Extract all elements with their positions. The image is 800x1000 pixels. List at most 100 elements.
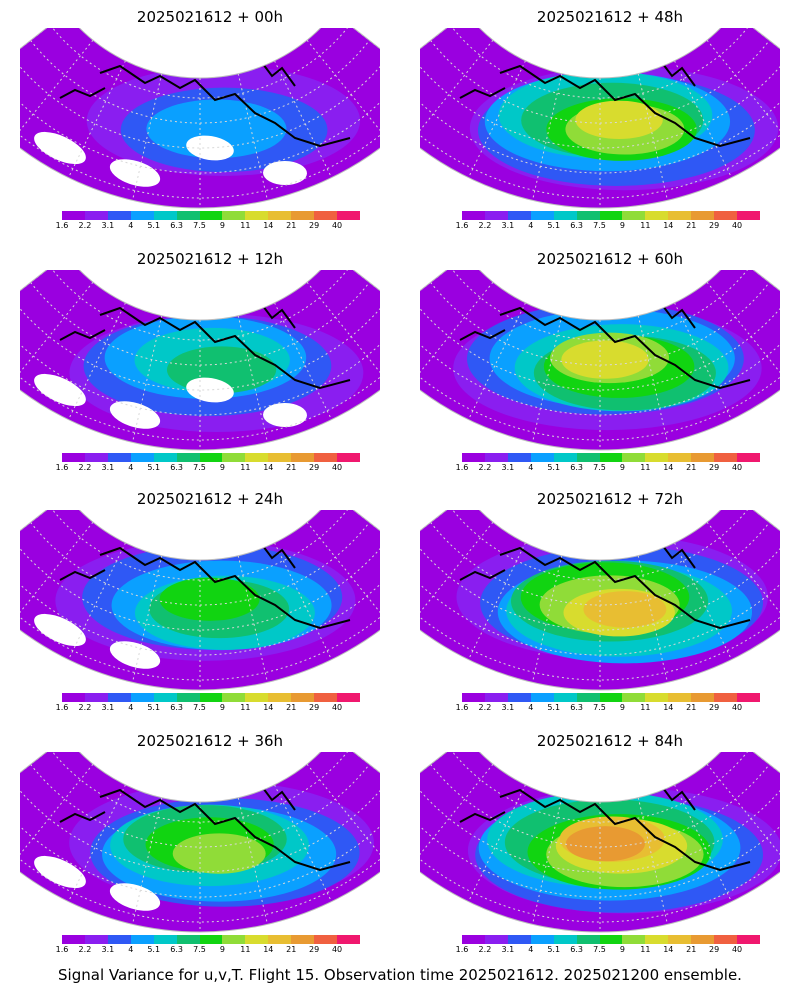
colorbar-swatch	[337, 693, 360, 702]
colorbar-swatch	[645, 693, 669, 702]
colorbar-tick-label: 11	[240, 703, 251, 712]
colorbar-swatch	[314, 935, 338, 944]
colorbar-tick-label: 21	[686, 221, 697, 230]
colorbar-swatch	[107, 693, 131, 702]
colorbar-swatch	[668, 211, 692, 220]
colorbar-tick-label: 14	[263, 463, 274, 472]
colorbar-tick-label: 1.6	[455, 945, 469, 954]
colorbar-tick-label: 2.2	[478, 703, 492, 712]
colorbar-tick-label: 2.2	[478, 945, 492, 954]
colorbar-tick-label: 1.6	[55, 945, 69, 954]
colorbar-swatch	[714, 211, 738, 220]
colorbar-swatch	[507, 211, 531, 220]
colorbar-tick-label: 14	[263, 945, 274, 954]
colorbar-swatch	[737, 935, 760, 944]
colorbar-swatch	[153, 693, 177, 702]
colorbar-swatch	[645, 211, 669, 220]
colorbar: 1.6 2.2 3.1 4 5.1 6.3 7.5 9 11 14 21 29 40	[56, 211, 362, 241]
colorbar: 1.6 2.2 3.1 4 5.1 6.3 7.5 9 11 14 21 29 40	[456, 211, 762, 241]
colorbar-tick-label: 11	[640, 463, 651, 472]
colorbar-swatch	[599, 693, 623, 702]
colorbar-swatch	[130, 453, 154, 462]
variance-map	[20, 752, 380, 933]
colorbar-tick-label: 14	[663, 703, 674, 712]
colorbar-swatch	[199, 693, 223, 702]
colorbar-swatch	[107, 211, 131, 220]
colorbar-swatch	[176, 211, 200, 220]
colorbar-tick-label: 2.2	[78, 945, 92, 954]
colorbar-swatch	[153, 935, 177, 944]
colorbar-tick-label: 29	[309, 463, 320, 472]
colorbar-swatch	[668, 453, 692, 462]
colorbar-swatch	[176, 693, 200, 702]
colorbar-tick-label: 5.1	[147, 703, 161, 712]
map-panel-3: 2025021612 + 60h 1.6 2.2 3.1 4 5.1 6.3 7.5 9 11 14…	[420, 250, 800, 485]
colorbar-tick-label: 5.1	[547, 703, 561, 712]
colorbar-tick-label: 29	[709, 463, 720, 472]
colorbar-swatch	[84, 211, 108, 220]
colorbar-swatch	[314, 693, 338, 702]
colorbar-tick-label: 40	[731, 703, 743, 712]
colorbar-tick-label: 14	[663, 945, 674, 954]
colorbar: 1.6 2.2 3.1 4 5.1 6.3 7.5 9 11 14 21 29 40	[56, 693, 362, 723]
colorbar-swatch	[530, 453, 554, 462]
colorbar-tick-label: 29	[309, 703, 320, 712]
colorbar-tick-label: 1.6	[55, 463, 69, 472]
colorbar-swatch	[530, 211, 554, 220]
colorbar-swatch	[245, 693, 269, 702]
colorbar-swatch	[199, 453, 223, 462]
colorbar-swatch	[176, 935, 200, 944]
colorbar-tick-label: 14	[663, 463, 674, 472]
colorbar-swatch	[84, 693, 108, 702]
colorbar-tick-label: 3.1	[501, 945, 515, 954]
colorbar-tick-label: 11	[240, 221, 251, 230]
colorbar-swatch	[62, 211, 85, 220]
colorbar-tick-label: 21	[286, 221, 297, 230]
colorbar-swatch	[737, 693, 760, 702]
colorbar: 1.6 2.2 3.1 4 5.1 6.3 7.5 9 11 14 21 29 40	[456, 693, 762, 723]
variance-map	[20, 28, 380, 209]
figure-caption: Signal Variance for u,v,T. Flight 15. Ob…	[58, 966, 742, 984]
colorbar-tick-label: 40	[731, 463, 743, 472]
map-panel-0: 2025021612 + 00h 1.6 2.2 3.1 4 5.1 6.3 7.5 9 11 14…	[20, 8, 400, 243]
colorbar-swatch	[576, 211, 600, 220]
colorbar-swatch	[530, 935, 554, 944]
colorbar-swatch	[222, 693, 246, 702]
variance-map	[20, 510, 380, 691]
colorbar-swatch	[314, 453, 338, 462]
colorbar-swatch	[153, 211, 177, 220]
colorbar-tick-label: 5.1	[147, 463, 161, 472]
colorbar-tick-label: 14	[263, 703, 274, 712]
colorbar-tick-label: 4	[528, 945, 534, 954]
colorbar-swatch	[599, 935, 623, 944]
panel-title: 2025021612 + 12h	[136, 250, 284, 268]
colorbar-tick-label: 6.3	[570, 221, 583, 230]
colorbar-tick-label: 9	[619, 463, 625, 472]
colorbar-swatch	[130, 693, 154, 702]
colorbar-tick-label: 40	[331, 463, 343, 472]
colorbar-tick-label: 6.3	[570, 945, 583, 954]
colorbar-tick-label: 5.1	[147, 945, 161, 954]
colorbar-tick-label: 21	[686, 703, 697, 712]
colorbar-tick-label: 29	[309, 945, 320, 954]
colorbar-swatch	[622, 935, 646, 944]
colorbar-swatch	[553, 935, 577, 944]
colorbar-swatch	[668, 935, 692, 944]
colorbar-swatch	[291, 211, 315, 220]
colorbar-tick-label: 5.1	[147, 221, 161, 230]
colorbar-swatch	[462, 693, 485, 702]
colorbar-tick-label: 40	[331, 945, 343, 954]
colorbar-swatch	[291, 453, 315, 462]
panel-title: 2025021612 + 00h	[136, 8, 284, 26]
colorbar-tick-label: 29	[309, 221, 320, 230]
colorbar-swatch	[245, 935, 269, 944]
colorbar-tick-label: 29	[709, 221, 720, 230]
map-panel-7: 2025021612 + 84h 1.6 2.2 3.1 4 5.1 6.3 7.5 9 11 14…	[420, 732, 800, 967]
colorbar-tick-label: 4	[128, 945, 134, 954]
colorbar-swatch	[691, 453, 715, 462]
colorbar-swatch	[153, 453, 177, 462]
colorbar-tick-label: 11	[640, 945, 651, 954]
variance-map	[420, 752, 780, 933]
colorbar-tick-label: 21	[686, 945, 697, 954]
colorbar-swatch	[268, 211, 292, 220]
